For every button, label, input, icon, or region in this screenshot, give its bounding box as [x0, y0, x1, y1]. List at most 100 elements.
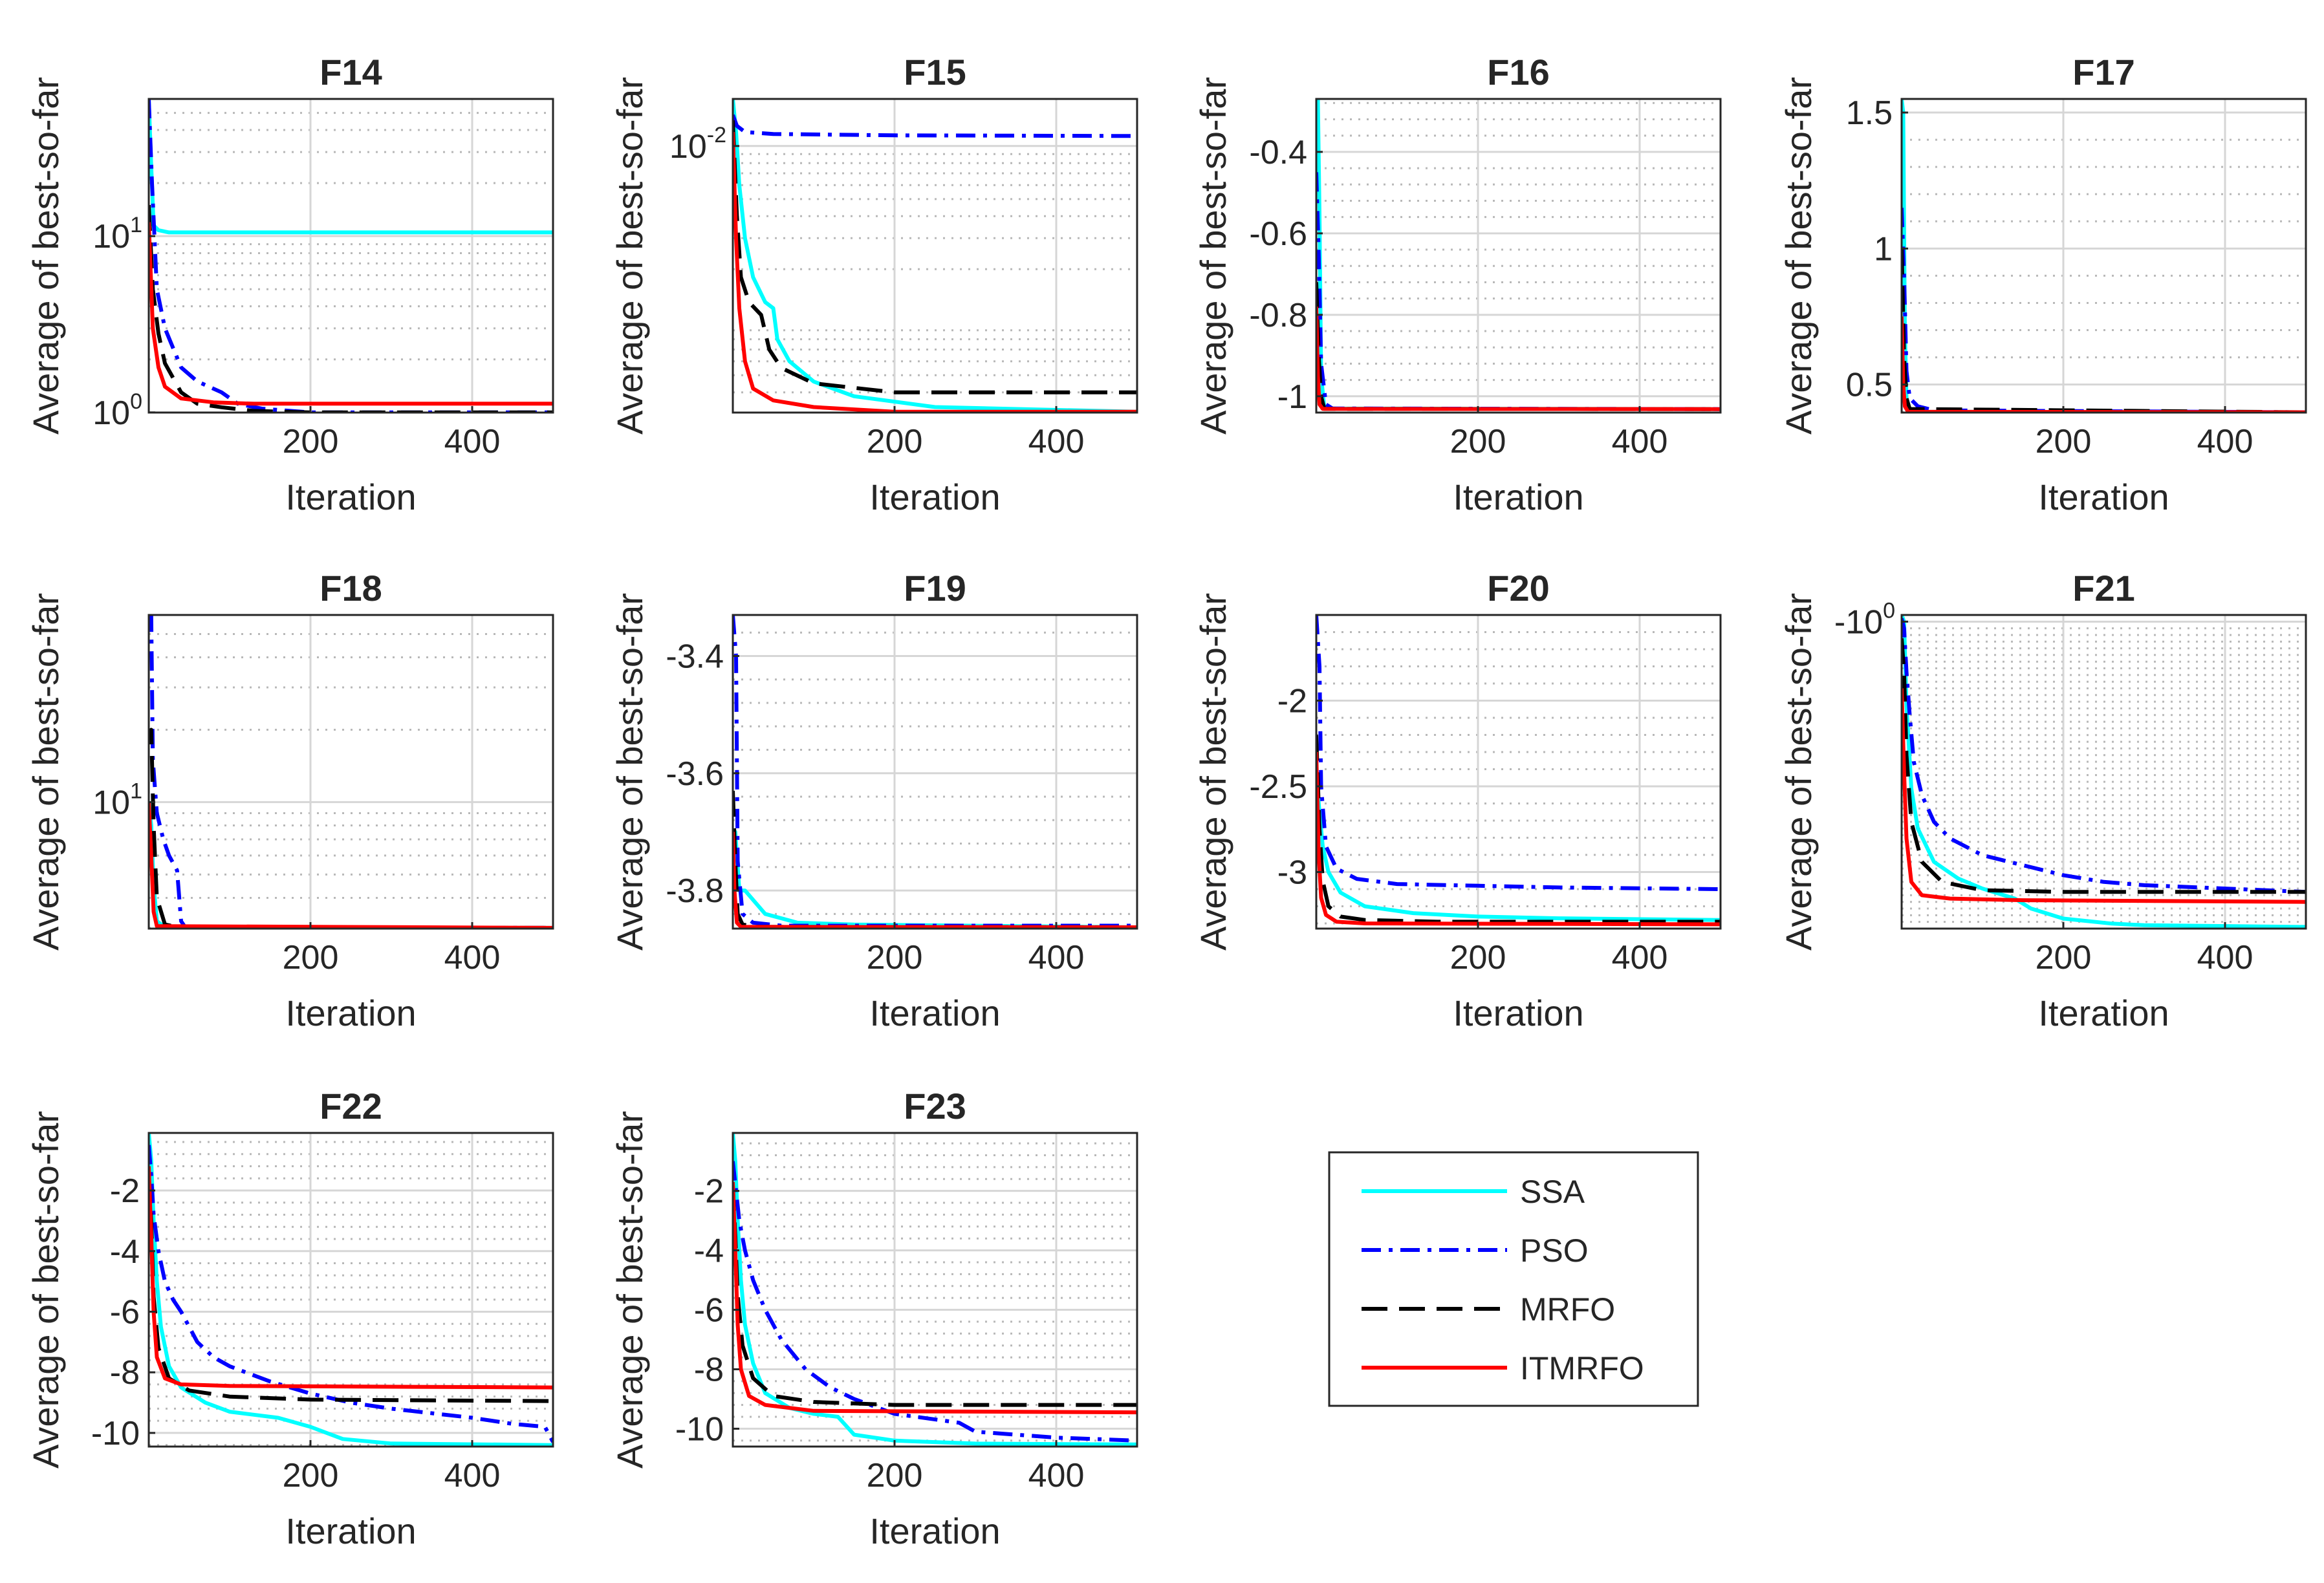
major-grid: [1316, 99, 1721, 413]
x-tick-label: 200: [867, 1457, 923, 1494]
legend: SSA PSO MRFO ITMRFO: [1328, 1151, 1699, 1407]
plot-area: [149, 1133, 553, 1447]
axes-box: [1900, 614, 2307, 930]
series-line-pso: [1316, 615, 1721, 891]
y-axis-label: Average of best-so-far: [25, 77, 66, 435]
minor-grid: [1316, 631, 1721, 925]
x-axis-label: Iteration: [1453, 993, 1583, 1033]
series-group: [1316, 615, 1721, 927]
axes-box: [1315, 98, 1722, 414]
x-tick-label: 400: [444, 1457, 501, 1494]
minor-grid: [149, 632, 553, 929]
y-axis-label: Average of best-so-far: [1193, 593, 1233, 951]
y-tick-label: 100: [92, 389, 142, 432]
major-grid: [733, 99, 1137, 413]
y-tick-label: 0.5: [1846, 367, 1893, 404]
legend-item-itmrfo: ITMRFO: [1362, 1350, 1644, 1386]
subplot-f17: 200 400 0.5 1 1.5 F17 Iteration Average of best…: [1778, 52, 2307, 517]
y-axis-label: Average of best-so-far: [1778, 77, 1819, 435]
y-axis-label: Average of best-so-far: [1193, 77, 1233, 435]
subplot-f22: 200 400 -10 -8 -6 -4 -2 F22 Iteration Average of …: [25, 1086, 554, 1551]
minor-grid: [149, 112, 553, 361]
legend-item-mrfo: MRFO: [1362, 1291, 1615, 1328]
axes-box: [732, 614, 1138, 930]
subplot-title: F15: [904, 52, 966, 92]
subplot-f16: 200 400 -1 -0.8 -0.6 -0.4 F16 Iteration Average …: [1193, 52, 1722, 517]
series-line-itmrfo: [149, 802, 553, 929]
subplot-title: F16: [1487, 52, 1550, 92]
y-axis-label: Average of best-so-far: [609, 593, 650, 951]
subplot-f20: 200 400 -3 -2.5 -2 F20 Iteration Average of bes…: [1193, 568, 1722, 1033]
series-line-mrfo: [1316, 735, 1721, 924]
y-tick-label: -3.6: [666, 755, 724, 793]
y-tick-label: -4: [110, 1233, 140, 1271]
series-line-pso: [1316, 172, 1721, 411]
plot-area: [1902, 99, 2306, 413]
x-tick-label: 200: [1450, 939, 1506, 976]
x-axis-label: Iteration: [869, 1511, 1000, 1551]
y-tick-label: -8: [110, 1354, 140, 1392]
series-line-mrfo: [733, 120, 1137, 394]
plot-area: [149, 99, 553, 413]
y-axis-label: Average of best-so-far: [25, 1111, 66, 1469]
series-line-itmrfo: [733, 132, 1137, 413]
minor-grid: [733, 631, 1137, 915]
subplot-f19: 200 400 -3.8 -3.6 -3.4 F19 Iteration Average of…: [609, 568, 1138, 1033]
y-tick-label: 10-2: [669, 123, 726, 166]
series-line-ssa: [733, 99, 1137, 413]
subplot-title: F20: [1487, 568, 1550, 608]
subplot-grid: 200 400 100 101 F14 Iteration Average of best-…: [25, 52, 2307, 1551]
y-axis-label: Average of best-so-far: [25, 593, 66, 951]
minor-grid: [733, 153, 1137, 394]
y-tick-label: 1.5: [1846, 94, 1893, 132]
y-tick-label: -4: [694, 1233, 724, 1270]
subplot-title: F18: [320, 568, 382, 608]
y-tick-label: -3: [1277, 854, 1307, 892]
plot-area: [1902, 615, 2306, 929]
x-tick-label: 400: [2197, 423, 2253, 460]
x-tick-label: 200: [1450, 423, 1506, 460]
major-grid: [149, 615, 553, 929]
series-line-mrfo: [149, 727, 553, 929]
major-grid: [1902, 99, 2306, 413]
y-tick-label: -3.4: [666, 638, 724, 675]
subplot-title: F21: [2072, 568, 2135, 608]
major-grid: [1316, 615, 1721, 929]
series-line-itmrfo: [149, 222, 553, 406]
y-tick-label: -3.8: [666, 872, 724, 910]
minor-grid: [1902, 614, 2306, 923]
x-tick-label: 200: [283, 939, 339, 976]
minor-grid: [1316, 102, 1721, 414]
subplot-f23: 200 400 -10 -8 -6 -4 -2 F23 Iteration Average of …: [609, 1086, 1138, 1551]
series-line-itmrfo: [1316, 307, 1721, 411]
y-tick-label: -8: [694, 1351, 724, 1388]
legend-box: [1328, 1151, 1699, 1407]
axes-box: [732, 1132, 1138, 1448]
subplot-f18: 200 400 101 F18 Iteration Average of best-so-…: [25, 568, 554, 1033]
y-tick-label: -6: [694, 1292, 724, 1330]
subplot-f21: 200 400 -100 F21 Iteration Average of best-so…: [1778, 568, 2307, 1033]
y-tick-label: -10: [675, 1410, 724, 1448]
plot-area: [149, 615, 553, 929]
y-tick-label: -2.5: [1249, 768, 1307, 806]
series-line-itmrfo: [1316, 751, 1721, 927]
series-line-mrfo: [1902, 638, 2306, 894]
x-tick-label: 400: [1612, 423, 1668, 460]
y-tick-label: -100: [1834, 598, 1895, 641]
x-axis-label: Iteration: [2038, 477, 2169, 517]
x-axis-label: Iteration: [285, 993, 416, 1033]
axes-box: [147, 1132, 554, 1448]
series-group: [1902, 615, 2306, 929]
y-tick-label: -1: [1277, 378, 1307, 416]
major-grid: [733, 615, 1137, 929]
x-axis-label: Iteration: [869, 477, 1000, 517]
legend-label: SSA: [1520, 1174, 1585, 1210]
series-group: [149, 615, 553, 929]
axes-box: [147, 614, 554, 930]
x-tick-label: 400: [444, 939, 501, 976]
series-group: [733, 1133, 1137, 1447]
x-tick-label: 200: [2036, 939, 2092, 976]
x-tick-label: 200: [2036, 423, 2092, 460]
series-line-mrfo: [733, 1185, 1137, 1407]
series-group: [149, 1133, 553, 1447]
